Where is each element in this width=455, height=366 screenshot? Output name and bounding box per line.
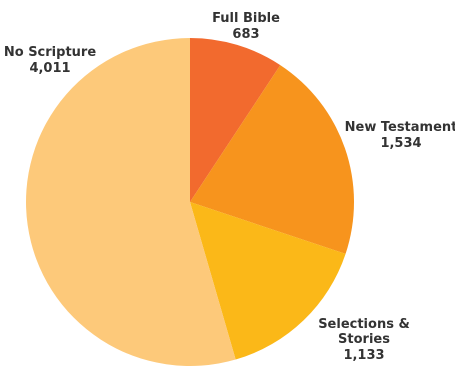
label-new-testament: New Testament 1,534	[345, 120, 455, 151]
label-no-scripture-value: 4,011	[29, 61, 70, 76]
label-new-testament-value: 1,534	[380, 136, 421, 151]
slice-selections-stories	[190, 202, 346, 360]
pie-slices	[26, 38, 354, 366]
label-full-bible-name: Full Bible	[212, 11, 280, 26]
label-no-scripture: No Scripture 4,011	[4, 45, 96, 76]
label-selections-stories: Selections & Stories 1,133	[318, 317, 410, 363]
label-full-bible-value: 683	[232, 27, 259, 42]
label-new-testament-name: New Testament	[345, 120, 455, 135]
label-full-bible: Full Bible 683	[212, 11, 280, 42]
label-selections-stories-name: Selections & Stories	[318, 317, 410, 347]
slice-full-bible	[190, 38, 281, 202]
label-no-scripture-name: No Scripture	[4, 45, 96, 60]
slice-new-testament	[190, 65, 354, 254]
slice-no-scripture	[26, 38, 236, 366]
label-selections-stories-value: 1,133	[343, 348, 384, 363]
